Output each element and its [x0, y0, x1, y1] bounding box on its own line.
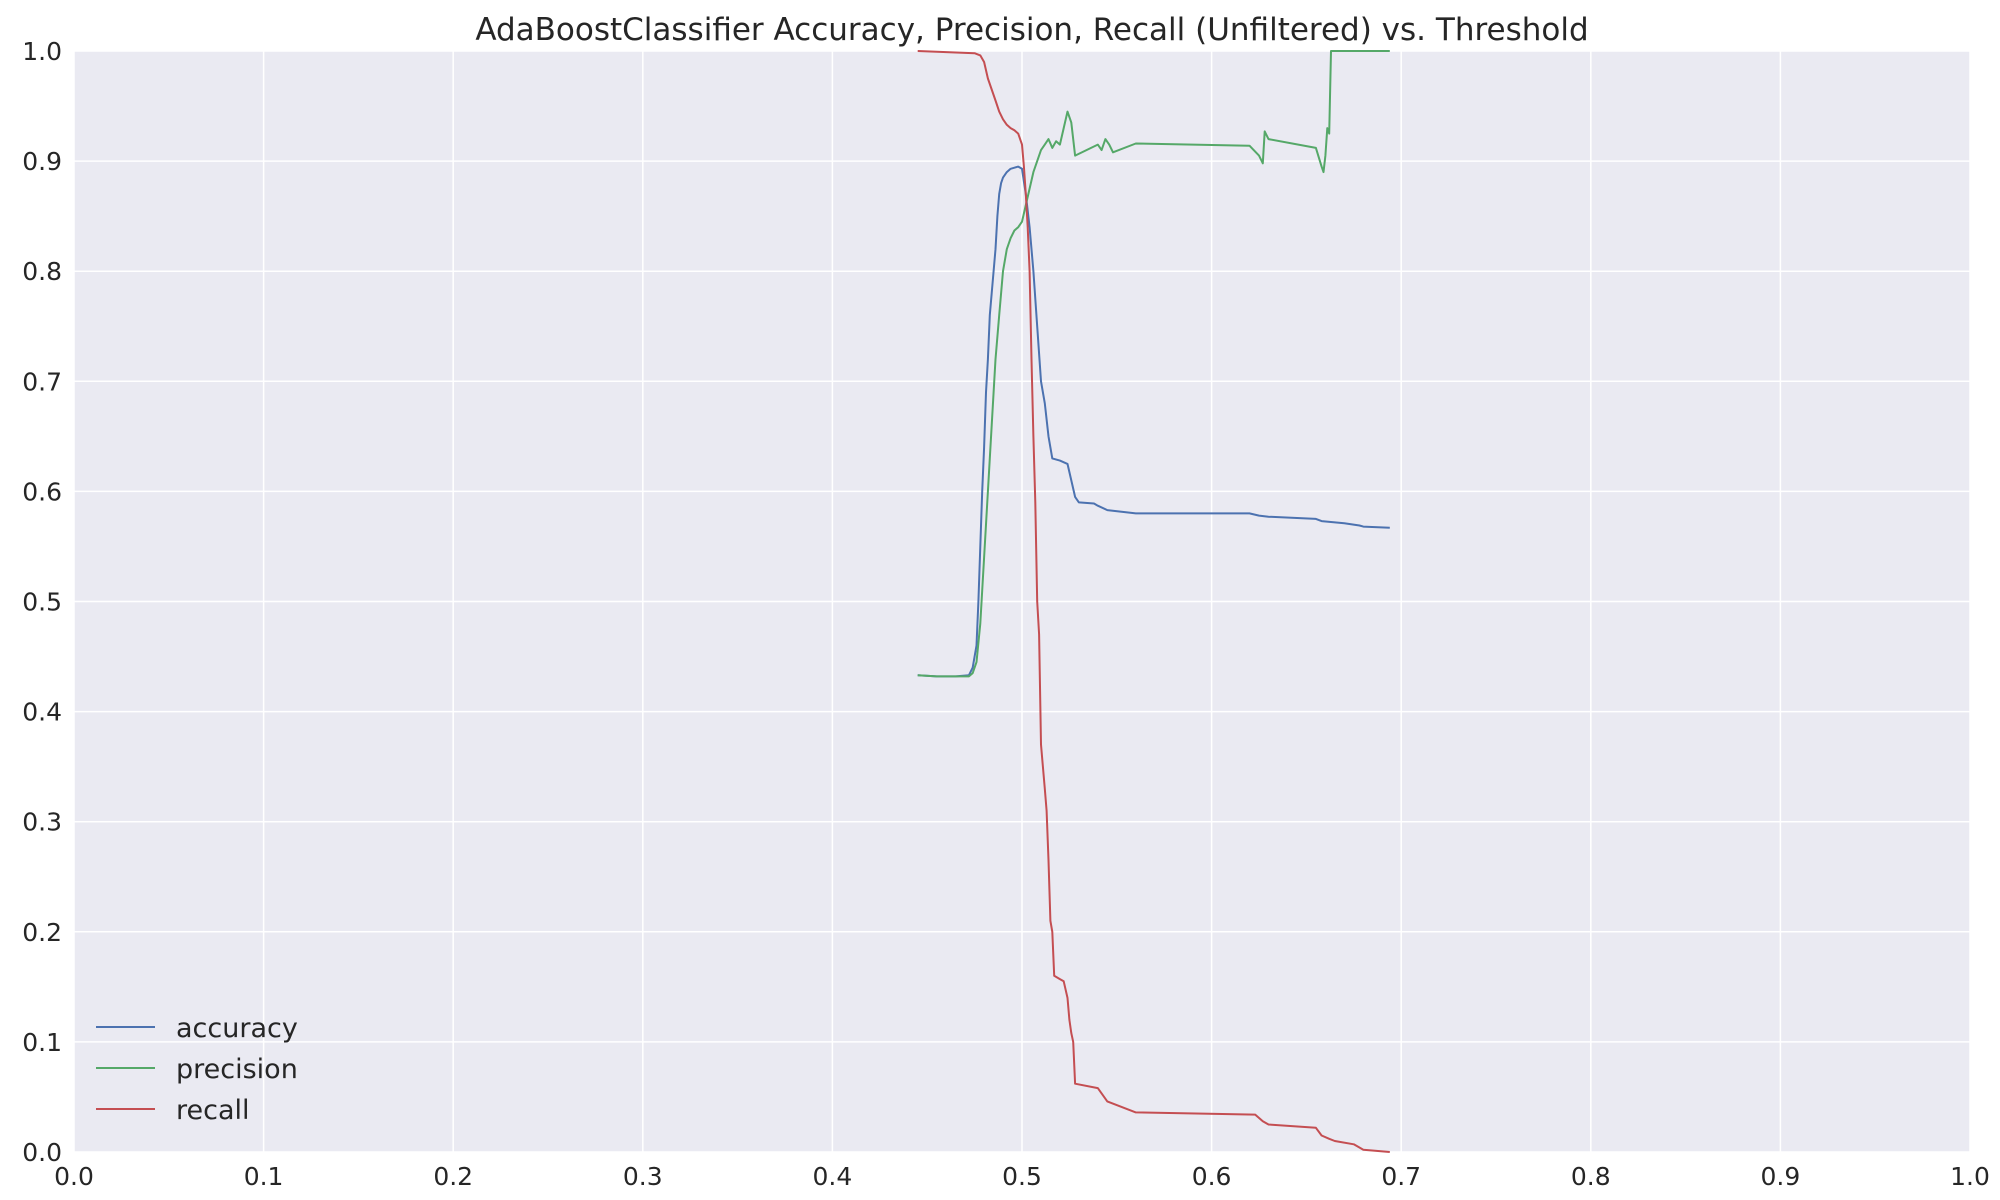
y-axis-ticks: 0.0 0.1 0.2 0.3 0.4 0.5 0.6 0.7 0.8 0.9 1.0 — [22, 37, 62, 1167]
x-tick-label: 1.0 — [1950, 1162, 1990, 1191]
y-tick-label: 1.0 — [22, 37, 62, 66]
recall-line — [917, 50, 1390, 1153]
y-tick-label: 0.1 — [22, 1028, 62, 1057]
grid-lines — [73, 50, 1971, 1153]
y-tick-label: 0.8 — [22, 257, 62, 286]
x-tick-label: 0.8 — [1571, 1162, 1611, 1191]
legend-label-recall: recall — [176, 1095, 250, 1126]
chart-title: AdaBoostClassifier Accuracy, Precision, … — [475, 12, 1588, 48]
precision-line — [917, 50, 1390, 678]
y-tick-label: 0.2 — [22, 918, 62, 947]
x-tick-label: 0.1 — [244, 1162, 284, 1191]
y-tick-label: 0.9 — [22, 147, 62, 176]
x-tick-label: 0.9 — [1761, 1162, 1801, 1191]
y-tick-label: 0.6 — [22, 477, 62, 506]
y-tick-label: 0.3 — [22, 808, 62, 837]
x-tick-label: 0.2 — [433, 1162, 473, 1191]
x-tick-label: 0.7 — [1381, 1162, 1421, 1191]
legend-label-precision: precision — [176, 1054, 298, 1085]
legend-label-accuracy: accuracy — [176, 1013, 298, 1044]
y-tick-label: 0.5 — [22, 588, 62, 617]
series-lines — [917, 50, 1390, 1153]
x-tick-label: 0.5 — [1002, 1162, 1042, 1191]
x-axis-ticks: 0.0 0.1 0.2 0.3 0.4 0.5 0.6 0.7 0.8 0.9 1.0 — [54, 1162, 1990, 1191]
x-tick-label: 0.6 — [1192, 1162, 1232, 1191]
x-tick-label: 0.4 — [813, 1162, 853, 1191]
x-tick-label: 0.3 — [623, 1162, 663, 1191]
y-tick-label: 0.4 — [22, 698, 62, 727]
y-tick-label: 0.7 — [22, 367, 62, 396]
x-tick-label: 0.0 — [54, 1162, 94, 1191]
y-tick-label: 0.0 — [22, 1138, 62, 1167]
legend: accuracy precision recall — [96, 1013, 298, 1126]
